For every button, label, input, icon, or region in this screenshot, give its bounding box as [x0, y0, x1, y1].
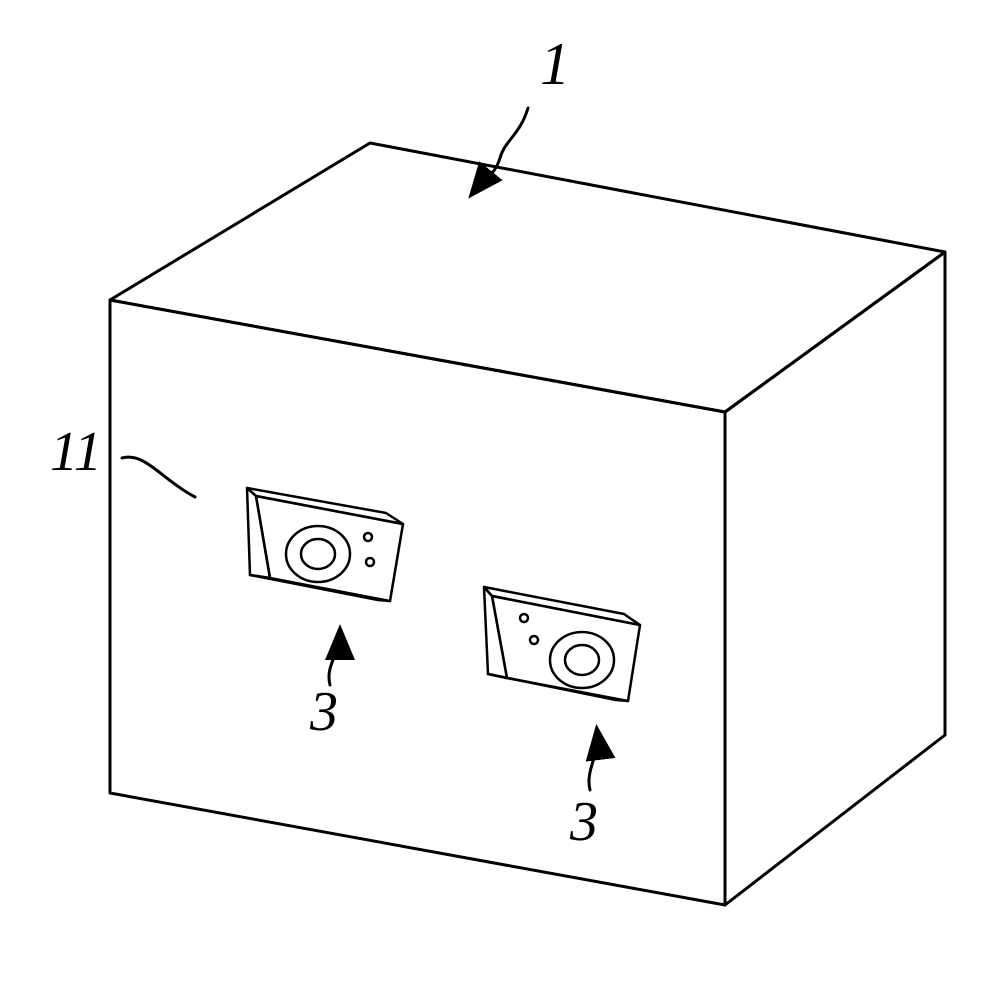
diagram-svg — [0, 0, 1000, 994]
leader-11 — [122, 457, 195, 497]
box-front-face — [110, 300, 725, 905]
box-right-face — [725, 252, 945, 905]
label-3a: 3 — [310, 680, 338, 744]
label-3b: 3 — [570, 790, 598, 854]
leader-lines — [122, 108, 597, 790]
box-top-face — [110, 143, 945, 412]
leader-3-right — [589, 730, 597, 790]
camera-left-lens-outer — [286, 526, 350, 582]
camera-left-lens-inner — [301, 539, 335, 569]
camera-left — [247, 488, 403, 601]
label-1: 1 — [540, 30, 570, 99]
leader-3-left — [329, 630, 340, 685]
label-11: 11 — [50, 420, 102, 484]
box-main — [110, 143, 945, 905]
camera-right — [484, 587, 640, 701]
camera-right-lens-outer — [550, 632, 614, 688]
leader-1 — [472, 108, 528, 194]
camera-right-lens-inner — [565, 645, 599, 675]
